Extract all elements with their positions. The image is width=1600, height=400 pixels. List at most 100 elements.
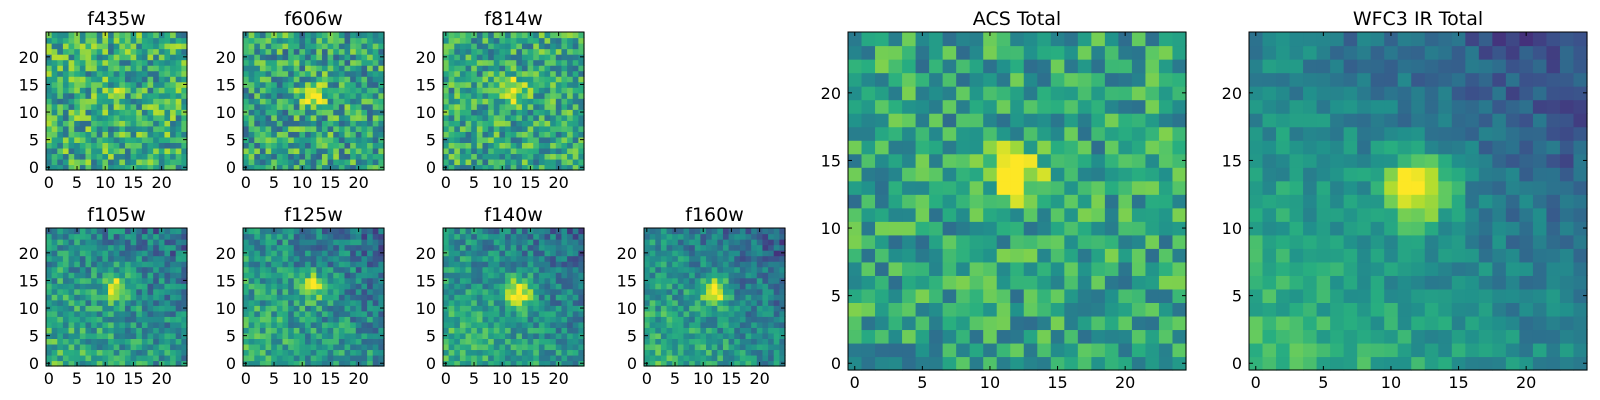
heatmap-cell [527,76,534,83]
heatmap-cell [124,103,132,110]
heatmap-cell [902,221,917,236]
heatmap-cell [448,120,455,127]
heatmap-cell [79,59,87,66]
heatmap-cell [265,54,272,61]
heatmap-cell [493,343,500,351]
heatmap-cell [321,261,329,268]
heatmap-cell [722,327,730,334]
heatmap-cell [711,310,718,317]
heatmap-cell [488,327,495,334]
heatmap-cell [779,266,786,273]
heatmap-cell [448,43,455,50]
heatmap-cell [561,120,568,127]
heatmap-cell [493,228,500,235]
heatmap-cell [102,70,109,77]
heatmap-cell [113,277,120,284]
heatmap-cell [1050,180,1065,195]
heatmap-cell [316,109,323,116]
x-tick-label: 20 [348,369,368,388]
heatmap-cell [321,131,329,138]
heatmap-cell [465,349,472,356]
heatmap-cell [119,98,126,105]
heatmap-cell [454,65,461,72]
heatmap-cell [170,310,177,317]
heatmap-cell [265,103,272,110]
heatmap-cell [942,153,957,168]
heatmap-cell [85,131,92,138]
axes-frame [442,31,585,171]
heatmap-cell [762,250,769,257]
heatmap-cell [310,272,317,279]
heatmap-cell [344,228,351,235]
heatmap-cell [243,349,250,356]
heatmap-cell [493,114,500,121]
heatmap-cell [572,131,579,138]
heatmap-cell [510,332,517,339]
heatmap-cell [996,261,1011,276]
heatmap-cell [538,305,546,312]
heatmap-cell [717,239,724,246]
heatmap-cell [175,277,182,284]
heatmap-cell [265,125,272,132]
panel-title: f606w [284,8,343,30]
heatmap-cell [108,294,115,301]
heatmap-cell [361,244,368,251]
heatmap-cell [722,343,730,351]
heatmap-cell [745,277,752,284]
heatmap-cell [338,158,346,166]
heatmap-cell [124,114,132,121]
heatmap-cell [344,65,351,72]
heatmap-cell [74,310,81,317]
panel-title: ACS Total [973,8,1061,30]
heatmap-cell [147,294,154,301]
x-tick-label: 20 [151,173,171,192]
heatmap-cell [350,54,357,61]
heatmap-cell [454,147,461,155]
heatmap-cell [181,76,188,83]
heatmap-cell [378,114,385,121]
heatmap-cell [288,354,295,362]
heatmap-cell [113,272,120,279]
heatmap-cell [62,48,70,55]
heatmap-cell [85,142,92,149]
heatmap-cell [448,70,455,77]
heatmap-cell [465,272,472,279]
heatmap-cell [327,131,334,138]
heatmap-cell [321,305,329,312]
heatmap-cell [170,65,177,72]
heatmap-cell [499,255,506,262]
heatmap-cell [578,244,585,251]
heatmap-cell [572,76,579,83]
heatmap-cell [282,310,289,317]
heatmap-cell [136,354,143,362]
heatmap-cell [1037,315,1052,331]
heatmap-cell [79,153,87,160]
heatmap-cell [443,239,450,246]
heatmap-cell [282,164,289,171]
heatmap-cell [555,153,563,160]
heatmap-cell [488,120,495,127]
heatmap-cell [164,310,171,317]
heatmap-cell [175,32,182,39]
heatmap-cell [265,261,272,268]
heatmap-cell [68,310,75,317]
heatmap-cell [85,54,92,61]
heatmap-cell [378,310,385,317]
heatmap-cell [1050,342,1065,358]
heatmap-cell [711,266,718,273]
heatmap-cell [1104,234,1119,249]
heatmap-cell [62,92,70,99]
heatmap-cell [321,37,329,44]
heatmap-cell [493,37,500,44]
heatmap-cell [756,316,764,323]
heatmap-cell [550,76,557,83]
heatmap-cell [299,310,306,317]
heatmap-cell [367,59,374,66]
heatmap-cell [888,167,903,182]
heatmap-cell [929,329,944,344]
heatmap-cell [550,158,557,166]
heatmap-cell [533,147,540,155]
heatmap-cell [510,294,517,301]
heatmap-cell [1158,288,1174,303]
heatmap-cell [527,255,534,262]
